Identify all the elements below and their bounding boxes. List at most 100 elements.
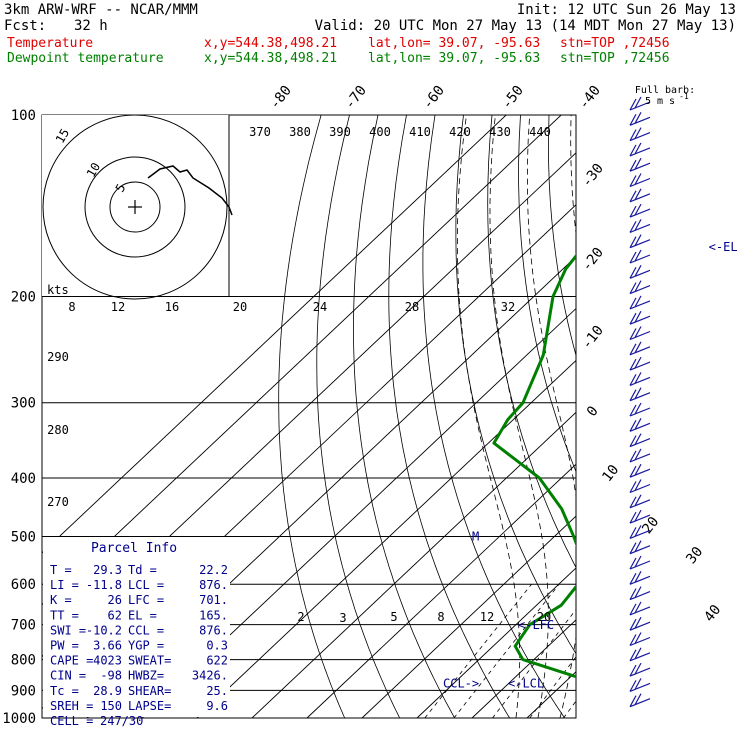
wind-barb — [629, 285, 651, 295]
wind-barb — [629, 496, 637, 509]
wind-barb — [629, 175, 637, 187]
wind-barb — [634, 173, 642, 185]
dewpoint-legend-latlon: lat,lon= 39.07, -95.63 — [368, 51, 541, 66]
wind-barb — [629, 698, 651, 708]
theta-label: 380 — [289, 125, 311, 139]
isotherm — [141, 307, 576, 719]
moist-adiabat — [457, 115, 521, 719]
wind-barb — [634, 662, 642, 675]
dry-adiabat — [634, 115, 740, 718]
isotherm — [637, 115, 740, 718]
wind-barb — [634, 632, 642, 644]
wind-barb — [629, 312, 637, 325]
hodograph-axis-label: 20 — [233, 300, 247, 314]
wind-barb — [629, 267, 637, 279]
wind-barb — [629, 254, 651, 264]
wind-barb — [629, 435, 637, 447]
wind-barb — [629, 664, 637, 677]
wind-barb — [629, 330, 651, 341]
pressure-label-300: 300 — [11, 396, 36, 412]
mixing-ratio-label: 12 — [480, 610, 494, 624]
parcel-info-label: T = — [50, 563, 72, 577]
parcel-info-value: 876. — [199, 578, 228, 592]
parcel-info-value: 28.9 — [93, 684, 122, 698]
wind-barb — [634, 295, 642, 308]
wind-barb-legend: Full barb: — [635, 85, 695, 96]
fcst-value: 32 h — [74, 18, 108, 34]
mixing-ratio-label: 3 — [339, 611, 346, 625]
parcel-info-value: -10.2 — [86, 623, 122, 637]
parcel-info-label: CCL = — [128, 623, 164, 637]
isotherm-label: -70 — [342, 83, 370, 113]
wind-barb — [629, 634, 637, 646]
mixing-ratio-label: 5 — [390, 610, 397, 624]
wind-barb — [629, 132, 651, 142]
parcel-info-label: HWBZ= — [128, 669, 164, 683]
dry-adiabat — [548, 115, 576, 357]
fcst-label: Fcst: — [4, 18, 47, 34]
pressure-label-600: 600 — [11, 577, 36, 593]
dewpoint-legend-name: Dewpoint temperature — [7, 51, 164, 66]
wind-barb — [634, 479, 642, 491]
dry-adiabat — [606, 115, 740, 718]
wind-barb — [629, 465, 637, 478]
parcel-info-value: 701. — [199, 593, 228, 607]
hodograph-ring-label: 10 — [84, 160, 103, 180]
wind-barb — [629, 481, 637, 493]
wind-barb — [629, 282, 637, 294]
wind-barb — [629, 147, 651, 157]
wind-barb — [629, 101, 651, 111]
isotherm — [251, 411, 576, 719]
wind-barb — [634, 249, 642, 262]
dewpoint-profile — [492, 253, 576, 679]
moist-adiabat — [648, 115, 740, 718]
parcel-info-label: TT = — [50, 608, 79, 622]
wind-barb — [634, 555, 642, 568]
wind-barb — [629, 649, 637, 662]
sounding-annotation: <-LCL — [508, 676, 544, 690]
mixing-ratio-label: 20 — [537, 610, 551, 624]
isotherm-label: 30 — [683, 544, 706, 567]
parcel-info-label: YGP = — [128, 639, 164, 653]
pressure-label-1000: 1000 — [2, 711, 36, 727]
dry-adiabat — [518, 115, 576, 473]
parcel-info-value: 3426. — [192, 669, 228, 683]
isotherm — [42, 115, 507, 554]
wind-barb — [629, 618, 637, 631]
mixing-ratio-line — [563, 700, 576, 719]
wind-barb — [634, 571, 642, 583]
moist-adiabat — [670, 115, 740, 718]
parcel-info-title: Parcel Info — [91, 541, 177, 556]
wind-barb — [629, 603, 637, 616]
wind-barb — [629, 239, 651, 249]
wind-barb — [629, 652, 651, 662]
parcel-info-label: LI = — [50, 578, 79, 592]
wind-barb — [629, 236, 637, 248]
wind-barb — [629, 162, 651, 172]
sounding-annotation: <-EL — [709, 240, 738, 254]
wind-barb — [629, 542, 637, 554]
wind-barb — [629, 223, 651, 233]
theta-label: 270 — [47, 495, 69, 509]
dewpoint-legend-stn: stn=TOP ,72456 — [560, 51, 670, 66]
wind-barb — [634, 326, 642, 338]
moist-adiabat — [604, 115, 665, 718]
wind-barb — [634, 112, 642, 124]
wind-barb — [629, 667, 651, 677]
isotherm — [692, 115, 740, 718]
pressure-label-400: 400 — [11, 471, 36, 487]
dry-adiabat — [691, 115, 740, 718]
wind-barb — [629, 389, 637, 401]
wind-barb — [629, 129, 637, 141]
wind-barb — [634, 418, 642, 430]
theta-label: 400 — [369, 125, 391, 139]
wind-barb — [629, 251, 637, 264]
theta-label: 390 — [329, 125, 351, 139]
wind-barb — [634, 96, 642, 109]
parcel-info-label: Td = — [128, 563, 157, 577]
wind-barb — [634, 280, 642, 292]
wind-barb — [629, 407, 651, 417]
wind-barb — [634, 433, 642, 445]
dewpoint-legend-coords: x,y=544.38,498.21 — [204, 51, 338, 66]
wind-barb — [629, 404, 637, 417]
